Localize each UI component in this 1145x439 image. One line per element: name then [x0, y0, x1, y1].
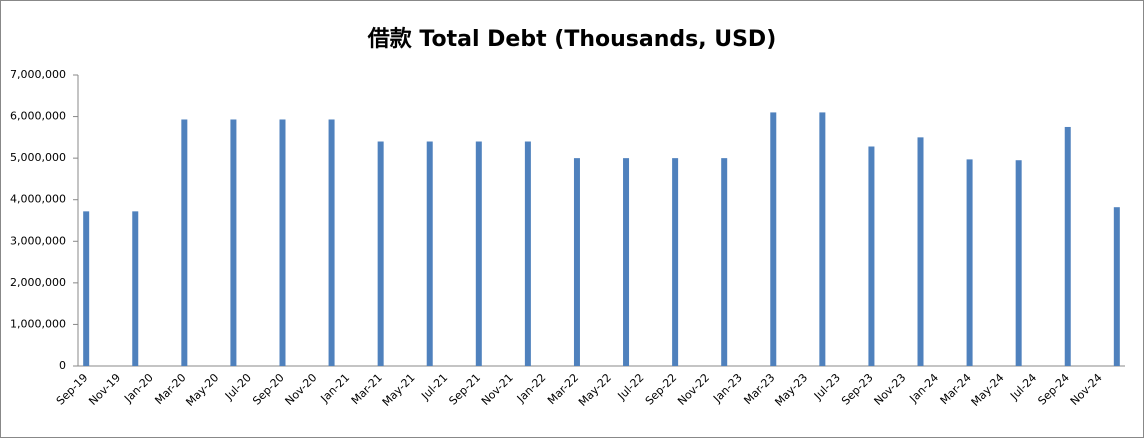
bar — [475, 141, 482, 366]
bar — [868, 146, 875, 366]
bar — [132, 211, 139, 366]
bar — [230, 119, 237, 366]
y-tick-label: 6,000,000 — [10, 110, 66, 123]
bar — [1113, 207, 1120, 366]
bar — [672, 158, 679, 366]
bar — [917, 137, 924, 366]
y-tick-label: 4,000,000 — [10, 193, 66, 206]
y-tick-label: 5,000,000 — [10, 151, 66, 164]
bar — [83, 211, 90, 366]
bar — [623, 158, 630, 366]
y-tick-label: 7,000,000 — [10, 68, 66, 81]
bar — [426, 141, 433, 366]
bar — [377, 141, 384, 366]
bar — [279, 119, 286, 366]
bar — [721, 158, 728, 366]
bar — [1064, 126, 1071, 366]
bar — [1015, 160, 1022, 366]
y-tick-label: 2,000,000 — [10, 276, 66, 289]
bar — [819, 112, 826, 367]
y-tick-label: 3,000,000 — [10, 234, 66, 247]
bar — [181, 119, 188, 366]
bar — [573, 158, 580, 366]
bar — [770, 112, 777, 367]
y-tick-label: 1,000,000 — [10, 317, 66, 330]
bar — [524, 141, 531, 366]
bar — [328, 119, 335, 366]
bar — [966, 159, 973, 366]
chart-title: 借款 Total Debt (Thousands, USD) — [367, 26, 777, 52]
y-tick-label: 0 — [59, 359, 66, 372]
